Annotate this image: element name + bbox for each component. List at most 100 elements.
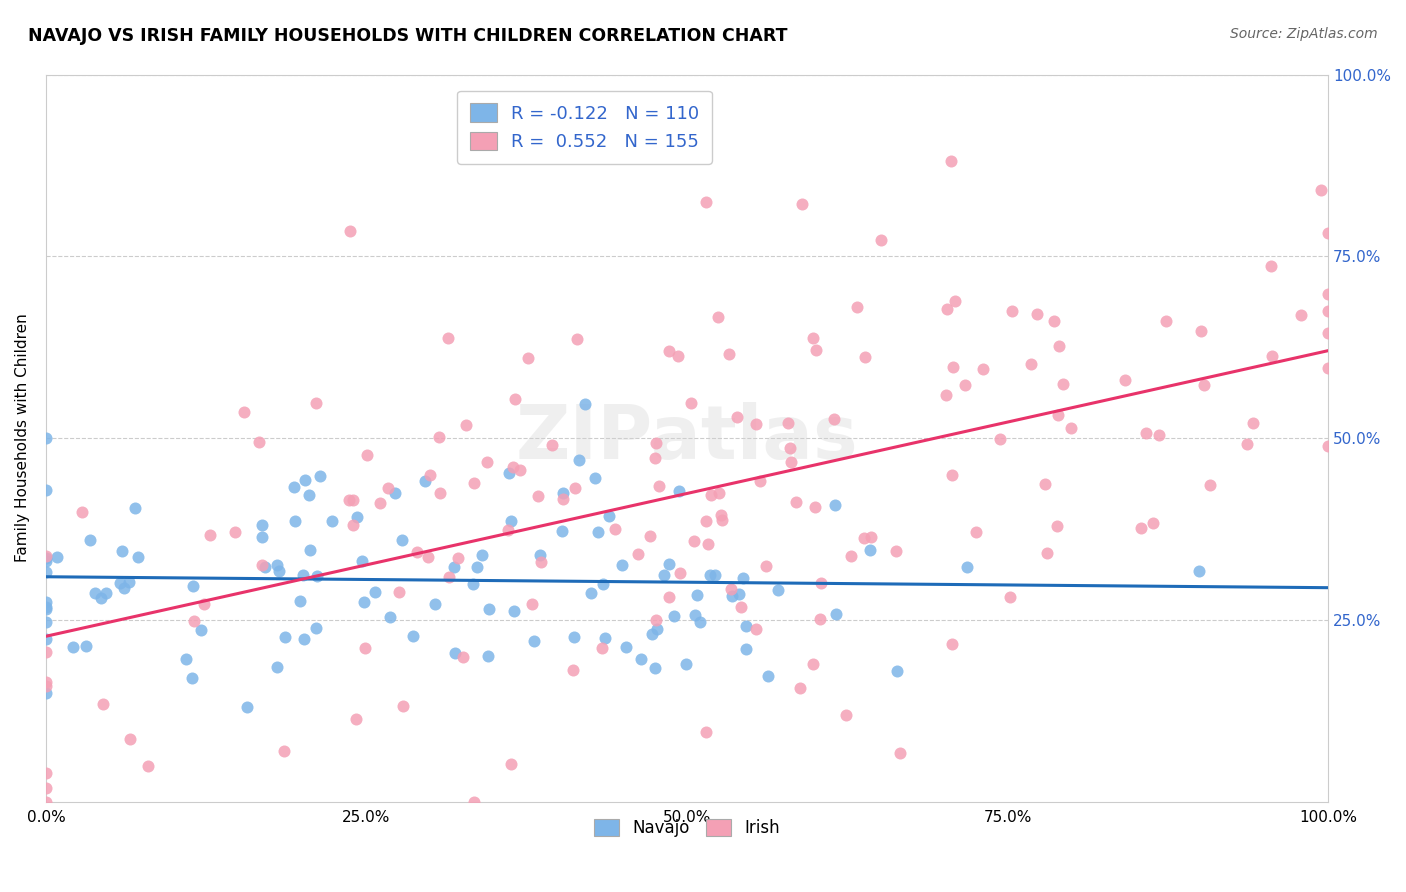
Point [779, 455, 801, 469]
Point [588, 525, 610, 540]
Point [1188, 564, 1211, 578]
Point [648, 478, 671, 492]
Point [339, 224, 361, 238]
Point [232, 405, 254, 419]
Point [1025, 307, 1047, 321]
Point [503, 604, 526, 618]
Point [463, 795, 485, 809]
Point [1047, 339, 1070, 353]
Point [35, 600, 58, 615]
Point [181, 579, 204, 593]
Point [939, 154, 962, 169]
Point [342, 517, 364, 532]
Point [91, 698, 114, 712]
Point [859, 531, 882, 545]
Point [429, 486, 451, 500]
Point [1260, 259, 1282, 273]
Point [943, 293, 966, 308]
Point [727, 586, 749, 600]
Point [1001, 303, 1024, 318]
Point [801, 331, 824, 345]
Point [502, 459, 524, 474]
Point [283, 480, 305, 494]
Point [858, 543, 880, 558]
Point [789, 681, 811, 695]
Point [308, 469, 330, 483]
Point [610, 558, 633, 572]
Point [1043, 314, 1066, 328]
Point [35, 615, 58, 629]
Point [384, 485, 406, 500]
Point [344, 712, 367, 726]
Point [935, 302, 957, 317]
Point [756, 668, 779, 682]
Point [614, 640, 637, 655]
Point [540, 438, 562, 452]
Point [35, 595, 58, 609]
Point [824, 498, 846, 512]
Point [75, 639, 97, 653]
Point [1060, 420, 1083, 434]
Point [377, 481, 399, 495]
Point [803, 657, 825, 671]
Point [35, 795, 58, 809]
Point [62, 640, 84, 654]
Point [290, 593, 312, 607]
Point [419, 468, 441, 483]
Point [695, 194, 717, 209]
Point [388, 585, 411, 599]
Point [700, 488, 723, 502]
Point [509, 463, 531, 477]
Point [567, 332, 589, 346]
Point [250, 530, 273, 544]
Point [1135, 426, 1157, 441]
Point [84, 586, 107, 600]
Point [1317, 287, 1340, 301]
Point [284, 514, 307, 528]
Text: Source: ZipAtlas.com: Source: ZipAtlas.com [1230, 27, 1378, 41]
Point [446, 550, 468, 565]
Point [627, 548, 650, 562]
Point [35, 679, 58, 693]
Point [406, 545, 429, 559]
Point [562, 663, 585, 677]
Y-axis label: Family Households with Children: Family Households with Children [15, 314, 30, 563]
Point [180, 671, 202, 685]
Point [658, 557, 681, 571]
Point [942, 359, 965, 374]
Point [697, 537, 720, 551]
Point [1114, 373, 1136, 387]
Point [717, 347, 740, 361]
Point [477, 649, 499, 664]
Point [1147, 427, 1170, 442]
Point [136, 759, 159, 773]
Point [574, 397, 596, 411]
Point [668, 483, 690, 498]
Point [463, 475, 485, 490]
Point [108, 575, 131, 590]
Point [1317, 439, 1340, 453]
Text: NAVAJO VS IRISH FAMILY HOUSEHOLDS WITH CHILDREN CORRELATION CHART: NAVAJO VS IRISH FAMILY HOUSEHOLDS WITH C… [28, 27, 787, 45]
Point [953, 377, 976, 392]
Point [90, 591, 112, 606]
Point [886, 664, 908, 678]
Point [72, 505, 94, 519]
Point [1129, 521, 1152, 535]
Point [503, 392, 526, 406]
Point [368, 496, 391, 510]
Point [35, 549, 58, 564]
Point [835, 707, 858, 722]
Point [998, 591, 1021, 605]
Point [935, 388, 957, 402]
Point [841, 549, 863, 564]
Point [884, 544, 907, 558]
Point [825, 607, 848, 621]
Point [193, 598, 215, 612]
Point [235, 699, 257, 714]
Point [94, 586, 117, 600]
Point [804, 500, 827, 514]
Point [46, 550, 69, 565]
Point [720, 582, 742, 596]
Point [35, 565, 58, 579]
Point [350, 554, 373, 568]
